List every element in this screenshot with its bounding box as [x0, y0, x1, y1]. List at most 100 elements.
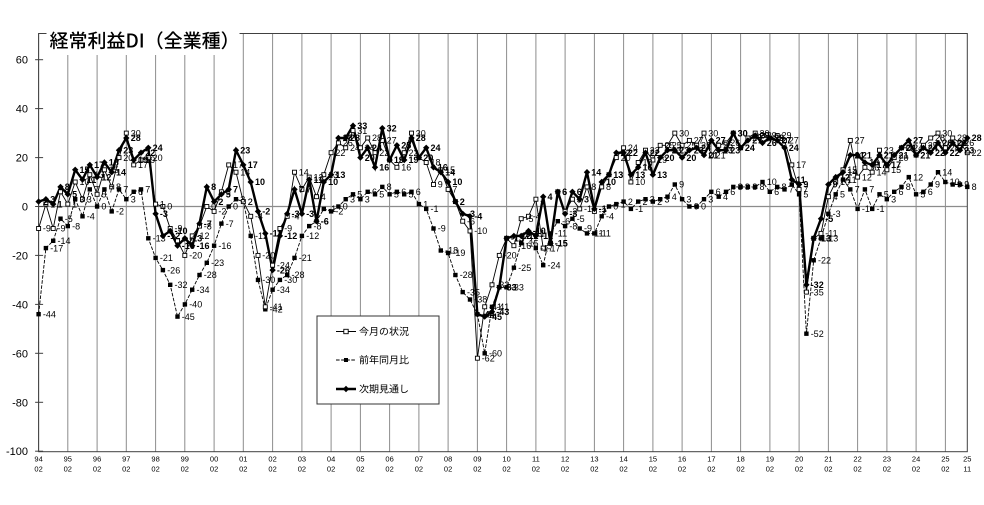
svg-text:4: 4: [548, 192, 553, 202]
svg-text:-1: -1: [877, 204, 885, 214]
svg-text:8: 8: [972, 182, 977, 192]
svg-text:-30: -30: [262, 275, 275, 285]
svg-text:-10: -10: [474, 226, 487, 236]
svg-text:17: 17: [877, 160, 887, 170]
svg-text:95: 95: [64, 455, 72, 464]
svg-text:-13: -13: [511, 234, 524, 244]
svg-text:23: 23: [883, 455, 891, 464]
svg-text:30: 30: [416, 128, 426, 138]
svg-text:-4: -4: [292, 212, 300, 222]
svg-text:-43: -43: [496, 307, 509, 317]
svg-text:3: 3: [240, 194, 245, 204]
svg-text:-16: -16: [182, 241, 195, 251]
svg-text:28: 28: [752, 133, 762, 143]
svg-text:-9: -9: [175, 224, 183, 234]
svg-text:20: 20: [899, 153, 909, 163]
svg-text:8: 8: [760, 182, 765, 192]
svg-text:22: 22: [145, 148, 155, 158]
svg-text:8: 8: [116, 182, 121, 192]
svg-text:-38: -38: [474, 295, 487, 305]
svg-text:-17: -17: [540, 243, 553, 253]
svg-text:-52: -52: [811, 329, 824, 339]
svg-text:13: 13: [94, 170, 104, 180]
svg-text:28: 28: [343, 133, 353, 143]
svg-text:30: 30: [679, 128, 689, 138]
svg-text:25: 25: [665, 141, 675, 151]
svg-text:10: 10: [950, 177, 960, 187]
svg-text:60: 60: [16, 55, 28, 67]
svg-text:15: 15: [80, 165, 90, 175]
svg-text:02: 02: [678, 465, 686, 474]
svg-text:24: 24: [906, 143, 916, 153]
svg-text:24: 24: [928, 143, 938, 153]
svg-text:9: 9: [796, 180, 801, 190]
svg-text:28: 28: [972, 133, 982, 143]
svg-text:-32: -32: [496, 280, 509, 290]
svg-text:24: 24: [950, 143, 960, 153]
svg-text:98: 98: [151, 455, 159, 464]
svg-text:22: 22: [621, 148, 631, 158]
svg-text:5: 5: [72, 190, 77, 200]
svg-text:5: 5: [803, 190, 808, 200]
svg-text:02: 02: [795, 465, 803, 474]
svg-text:-14: -14: [58, 236, 71, 246]
svg-text:99: 99: [181, 455, 189, 464]
svg-text:11: 11: [314, 175, 324, 185]
svg-text:02: 02: [181, 465, 189, 474]
svg-text:11: 11: [87, 175, 97, 185]
svg-text:6: 6: [716, 187, 721, 197]
svg-text:7: 7: [233, 185, 238, 195]
svg-text:28: 28: [416, 133, 426, 143]
svg-text:13: 13: [657, 170, 667, 180]
svg-text:-1: -1: [328, 204, 336, 214]
svg-text:-23: -23: [211, 258, 224, 268]
svg-text:10: 10: [502, 455, 510, 464]
svg-text:-33: -33: [504, 283, 517, 293]
svg-text:-100: -100: [6, 446, 28, 458]
svg-text:-30: -30: [284, 275, 297, 285]
svg-text:26: 26: [964, 138, 974, 148]
svg-text:-45: -45: [182, 312, 195, 322]
svg-text:23: 23: [694, 145, 704, 155]
svg-text:1: 1: [423, 199, 428, 209]
svg-text:12: 12: [840, 172, 850, 182]
svg-text:09: 09: [473, 455, 481, 464]
svg-text:15: 15: [649, 455, 657, 464]
svg-text:02: 02: [122, 465, 130, 474]
svg-text:7: 7: [94, 185, 99, 195]
svg-text:18: 18: [431, 158, 441, 168]
svg-text:9: 9: [833, 180, 838, 190]
svg-text:-28: -28: [292, 270, 305, 280]
svg-text:10: 10: [452, 177, 462, 187]
svg-text:02: 02: [883, 465, 891, 474]
svg-text:29: 29: [767, 131, 777, 141]
svg-text:6: 6: [730, 187, 735, 197]
svg-text:40: 40: [16, 104, 28, 116]
svg-text:8: 8: [752, 182, 757, 192]
svg-text:9: 9: [964, 180, 969, 190]
svg-text:21: 21: [716, 150, 726, 160]
svg-text:2: 2: [460, 197, 465, 207]
svg-text:-3: -3: [306, 209, 314, 219]
svg-text:6: 6: [774, 187, 779, 197]
svg-text:24: 24: [701, 143, 711, 153]
svg-text:-41: -41: [489, 302, 502, 312]
svg-text:0: 0: [167, 202, 172, 212]
svg-text:10: 10: [255, 177, 265, 187]
svg-text:-11: -11: [591, 229, 603, 239]
svg-text:02: 02: [93, 465, 101, 474]
svg-text:20: 20: [686, 153, 696, 163]
svg-text:0: 0: [211, 202, 216, 212]
svg-text:27: 27: [789, 136, 799, 146]
svg-text:02: 02: [736, 465, 744, 474]
svg-text:02: 02: [444, 465, 452, 474]
svg-text:3: 3: [650, 194, 655, 204]
svg-text:-35: -35: [811, 287, 824, 297]
svg-text:23: 23: [723, 145, 733, 155]
svg-text:-44: -44: [482, 309, 495, 319]
svg-text:17: 17: [138, 160, 148, 170]
svg-text:16: 16: [379, 163, 389, 173]
svg-text:02: 02: [64, 465, 72, 474]
svg-text:-45: -45: [489, 312, 502, 322]
svg-text:8: 8: [65, 182, 70, 192]
